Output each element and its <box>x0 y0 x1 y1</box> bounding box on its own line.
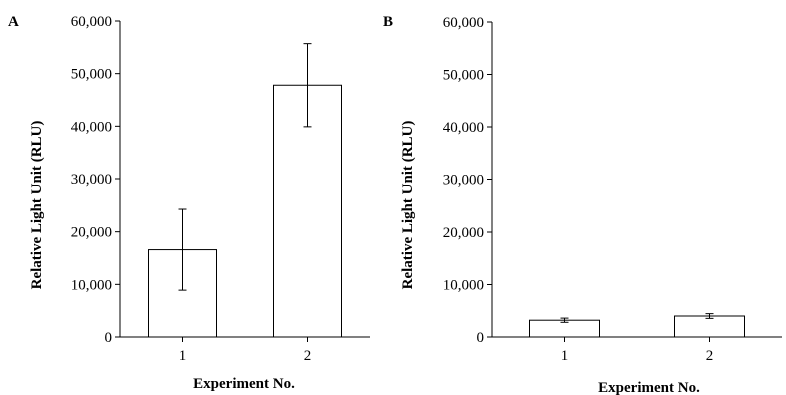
panel-a-y-tick-label: 60,000 <box>71 14 112 30</box>
panel-a-y-tick-label: 40,000 <box>71 119 112 135</box>
panel-b-x-tick-label: 1 <box>561 348 569 364</box>
panel-a-y-tick-label: 30,000 <box>71 172 112 188</box>
panel-b-bar-2 <box>674 315 745 338</box>
panel-b-x-axis-label: Experiment No. <box>598 380 700 395</box>
panel-a-error-bar-2 <box>303 43 312 128</box>
panel-b-y-tick-label: 60,000 <box>443 15 484 31</box>
panel-a-y-tick-label: 20,000 <box>71 225 112 241</box>
panel-a-x-tick-label: 2 <box>304 348 312 364</box>
panel-b-y-tick-label: 40,000 <box>443 120 484 136</box>
panel-a-x-tick-label: 1 <box>179 348 187 364</box>
panel-a-y-tick-label: 0 <box>105 330 113 346</box>
panel-b-y-tick-label: 30,000 <box>443 173 484 189</box>
panel-a-x-axis-label: Experiment No. <box>193 376 295 392</box>
panel-b-chart: B Relative Light Unit (RLU) Experiment N… <box>383 14 782 395</box>
panel-b-y-tick-label: 50,000 <box>443 68 484 84</box>
panel-b-y-axis-label: Relative Light Unit (RLU) <box>400 121 416 290</box>
panel-b-label: B <box>383 14 393 30</box>
panel-b-error-bar-2 <box>705 313 714 319</box>
panel-a-y-tick-label: 50,000 <box>71 67 112 83</box>
panel-b-y-tick-label: 20,000 <box>443 225 484 241</box>
panel-b-y-tick-label: 0 <box>477 330 485 346</box>
panel-a-label: A <box>8 14 19 30</box>
panel-a-y-tick-label: 10,000 <box>71 277 112 293</box>
panel-b-error-bar-1 <box>560 317 569 323</box>
panel-b-x-tick-label: 2 <box>706 348 714 364</box>
panel-a-y-axis-label: Relative Light Unit (RLU) <box>29 121 45 290</box>
panel-a-chart: A Relative Light Unit (RLU) Experiment N… <box>8 14 370 392</box>
panel-b-y-tick-label: 10,000 <box>443 278 484 294</box>
panel-a-error-bar-1 <box>178 208 187 291</box>
